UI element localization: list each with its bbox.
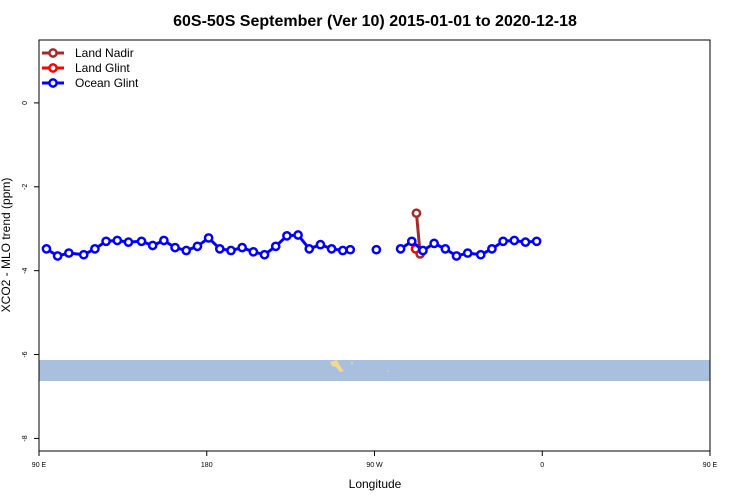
y-tick-label: -2 <box>22 184 29 190</box>
legend-marker <box>48 63 58 73</box>
data-point <box>226 245 236 256</box>
legend-label: Ocean Glint <box>75 76 139 90</box>
chart-title: 60S-50S September (Ver 10) 2015-01-01 to… <box>173 13 577 30</box>
x-tick-label: 90 W <box>366 462 383 469</box>
data-point <box>259 249 270 260</box>
x-tick-label: 90 E <box>703 462 718 469</box>
x-tick-label: 180 <box>201 462 213 469</box>
data-point <box>52 251 63 261</box>
data-point <box>411 208 422 219</box>
map-strip <box>39 360 710 381</box>
data-point <box>440 244 451 254</box>
plot-area <box>38 39 711 452</box>
data-point <box>282 231 292 241</box>
data-point <box>41 244 52 254</box>
data-point <box>123 237 134 247</box>
data-point <box>326 244 337 254</box>
data-point <box>406 236 417 247</box>
data-point <box>395 244 406 254</box>
series-ocean-glint <box>41 230 542 261</box>
data-point <box>90 244 100 254</box>
data-point <box>371 244 382 255</box>
legend-label: Land Nadir <box>75 46 134 60</box>
island-dot <box>351 362 353 364</box>
data-point <box>159 235 169 246</box>
legend-label: Land Glint <box>75 61 130 75</box>
data-point <box>237 242 248 253</box>
x-tick-label: 90 E <box>32 462 47 469</box>
data-point <box>304 244 315 254</box>
series-layer <box>41 208 542 261</box>
data-point <box>293 230 303 240</box>
series-line <box>45 233 351 258</box>
data-point <box>170 242 180 253</box>
data-point <box>451 251 462 261</box>
x-axis: 90 E 180 90 W 0 90 E <box>32 451 718 469</box>
legend-marker <box>48 48 58 58</box>
data-point <box>509 235 520 246</box>
data-point <box>487 244 497 254</box>
data-point <box>181 245 192 256</box>
y-tick-label: -8 <box>22 435 29 441</box>
land-fragment <box>330 360 344 372</box>
data-point <box>136 236 147 247</box>
data-point <box>429 238 439 249</box>
x-axis-label: Longitude <box>349 477 402 491</box>
data-point <box>147 240 158 251</box>
x-tick-label: 0 <box>540 462 544 469</box>
data-point <box>345 244 356 255</box>
island-dot <box>387 370 389 372</box>
data-point <box>270 241 281 252</box>
y-axis-label: XCO2 - MLO trend (ppm) <box>0 178 13 313</box>
data-point <box>78 249 89 260</box>
data-point <box>192 241 203 252</box>
y-axis: 0 -2 -4 -6 -8 <box>22 101 39 442</box>
data-point <box>315 239 326 250</box>
data-point <box>214 244 225 254</box>
data-point <box>462 248 473 258</box>
data-point <box>248 246 259 257</box>
data-point <box>520 237 531 247</box>
data-point <box>112 235 123 246</box>
y-tick-label: 0 <box>22 101 29 105</box>
data-point <box>337 245 348 256</box>
data-point <box>418 245 428 256</box>
data-point <box>531 236 542 247</box>
data-point <box>498 236 508 247</box>
data-point <box>101 236 111 247</box>
data-point <box>63 248 74 258</box>
y-tick-label: -4 <box>22 267 29 273</box>
y-tick-label: -6 <box>22 351 29 357</box>
legend-marker <box>48 78 58 88</box>
ocean-band <box>39 360 710 381</box>
data-point <box>203 233 214 243</box>
data-point <box>475 249 486 260</box>
